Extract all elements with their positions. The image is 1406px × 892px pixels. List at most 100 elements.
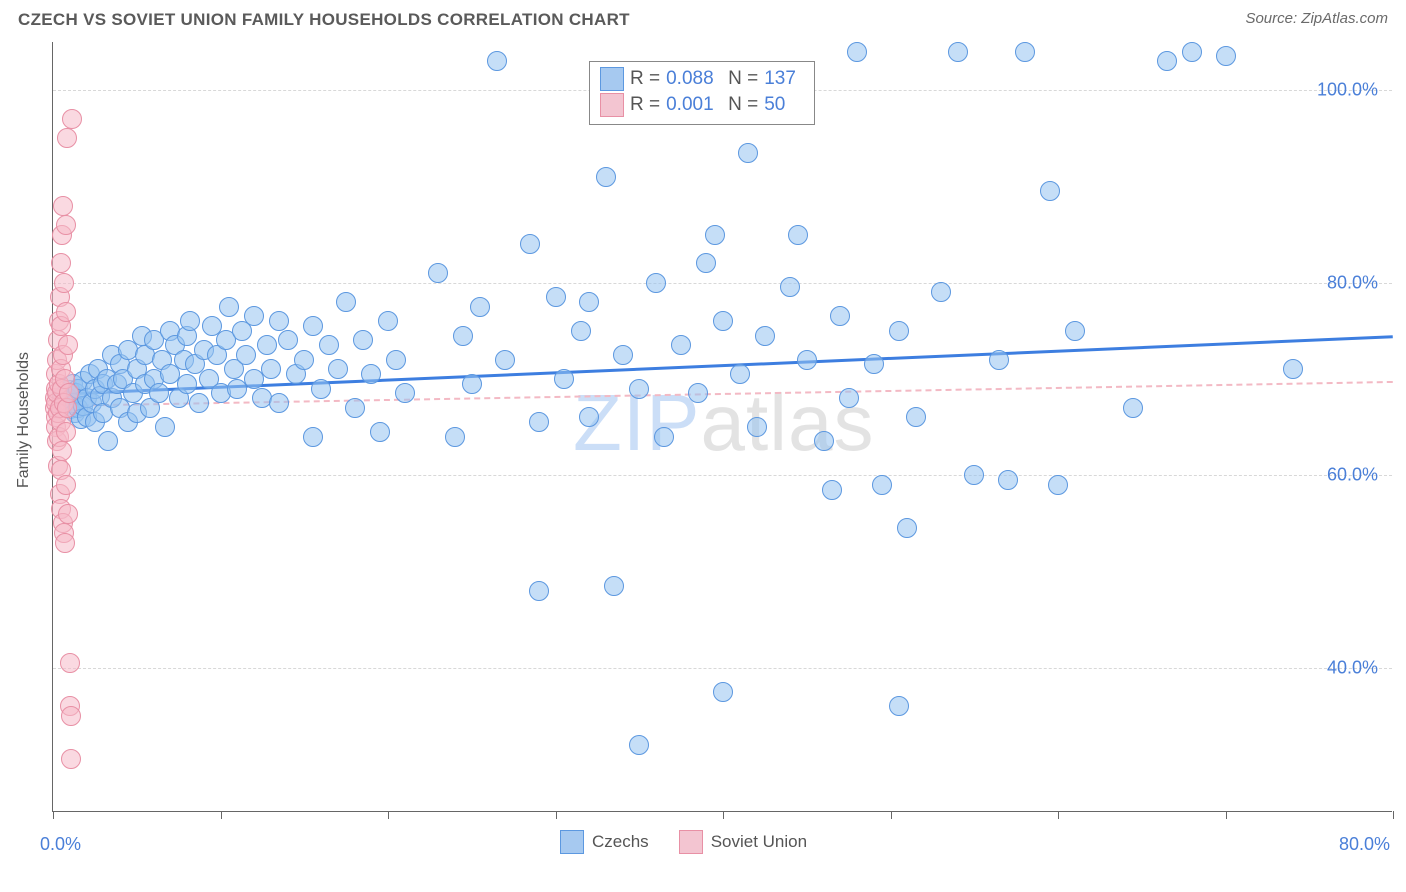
data-point xyxy=(361,364,381,384)
r-label: R = xyxy=(630,94,660,116)
data-point xyxy=(53,196,73,216)
data-point xyxy=(897,518,917,538)
data-point xyxy=(1216,46,1236,66)
data-point xyxy=(155,417,175,437)
data-point xyxy=(1015,42,1035,62)
data-point xyxy=(931,282,951,302)
data-point xyxy=(370,422,390,442)
source-attribution: Source: ZipAtlas.com xyxy=(1245,10,1388,27)
data-point xyxy=(56,215,76,235)
data-point xyxy=(646,273,666,293)
data-point xyxy=(60,653,80,673)
data-point xyxy=(57,128,77,148)
scatter-chart: ZIPatlas 40.0%60.0%80.0%100.0%R =0.088N … xyxy=(52,42,1392,812)
data-point xyxy=(797,350,817,370)
data-point xyxy=(278,330,298,350)
x-tick xyxy=(723,811,724,819)
data-point xyxy=(269,393,289,413)
data-point xyxy=(889,696,909,716)
legend-swatch-czechs xyxy=(560,830,584,854)
data-point xyxy=(889,321,909,341)
data-point xyxy=(336,292,356,312)
legend-label-soviet: Soviet Union xyxy=(711,832,807,852)
n-label: N = xyxy=(728,94,758,116)
data-point xyxy=(1065,321,1085,341)
data-point xyxy=(738,143,758,163)
data-point xyxy=(864,354,884,374)
data-point xyxy=(345,398,365,418)
data-point xyxy=(59,383,79,403)
x-tick xyxy=(556,811,557,819)
data-point xyxy=(51,253,71,273)
data-point xyxy=(386,350,406,370)
r-value: 0.088 xyxy=(666,68,722,90)
data-point xyxy=(303,316,323,336)
data-point xyxy=(571,321,591,341)
data-point xyxy=(755,326,775,346)
data-point xyxy=(244,306,264,326)
data-point xyxy=(453,326,473,346)
data-point xyxy=(814,431,834,451)
data-point xyxy=(58,504,78,524)
data-point xyxy=(56,302,76,322)
data-point xyxy=(353,330,373,350)
n-value: 137 xyxy=(764,68,804,90)
data-point xyxy=(378,311,398,331)
data-point xyxy=(462,374,482,394)
data-point xyxy=(428,263,448,283)
data-point xyxy=(62,109,82,129)
y-tick-label: 40.0% xyxy=(1327,657,1378,678)
data-point xyxy=(261,359,281,379)
x-tick xyxy=(1058,811,1059,819)
correlation-legend-row: R =0.088N =137 xyxy=(600,66,804,92)
data-point xyxy=(311,379,331,399)
data-point xyxy=(56,475,76,495)
data-point xyxy=(604,576,624,596)
data-point xyxy=(1157,51,1177,71)
data-point xyxy=(713,311,733,331)
data-point xyxy=(1182,42,1202,62)
legend-label-czechs: Czechs xyxy=(592,832,649,852)
data-point xyxy=(303,427,323,447)
data-point xyxy=(52,441,72,461)
legend-swatch xyxy=(600,67,624,91)
data-point xyxy=(579,292,599,312)
correlation-legend: R =0.088N =137R = 0.001 N = 50 xyxy=(589,61,815,125)
data-point xyxy=(730,364,750,384)
x-tick xyxy=(388,811,389,819)
r-value: 0.001 xyxy=(666,94,722,116)
data-point xyxy=(529,412,549,432)
data-point xyxy=(1048,475,1068,495)
data-point xyxy=(149,383,169,403)
correlation-legend-row: R = 0.001 N = 50 xyxy=(600,92,804,118)
data-point xyxy=(596,167,616,187)
n-value: 50 xyxy=(764,94,804,116)
data-point xyxy=(58,335,78,355)
data-point xyxy=(964,465,984,485)
y-tick-label: 100.0% xyxy=(1317,80,1378,101)
data-point xyxy=(629,379,649,399)
data-point xyxy=(671,335,691,355)
data-point xyxy=(395,383,415,403)
data-point xyxy=(554,369,574,389)
header: CZECH VS SOVIET UNION FAMILY HOUSEHOLDS … xyxy=(0,0,1406,36)
y-tick-label: 80.0% xyxy=(1327,272,1378,293)
data-point xyxy=(822,480,842,500)
data-point xyxy=(747,417,767,437)
data-point xyxy=(705,225,725,245)
data-point xyxy=(1123,398,1143,418)
data-point xyxy=(906,407,926,427)
data-point xyxy=(61,706,81,726)
data-point xyxy=(529,581,549,601)
gridline xyxy=(53,475,1392,476)
data-point xyxy=(847,42,867,62)
data-point xyxy=(546,287,566,307)
data-point xyxy=(780,277,800,297)
data-point xyxy=(830,306,850,326)
data-point xyxy=(236,345,256,365)
data-point xyxy=(948,42,968,62)
data-point xyxy=(520,234,540,254)
series-legend: Czechs Soviet Union xyxy=(560,830,807,854)
data-point xyxy=(1040,181,1060,201)
data-point xyxy=(989,350,1009,370)
